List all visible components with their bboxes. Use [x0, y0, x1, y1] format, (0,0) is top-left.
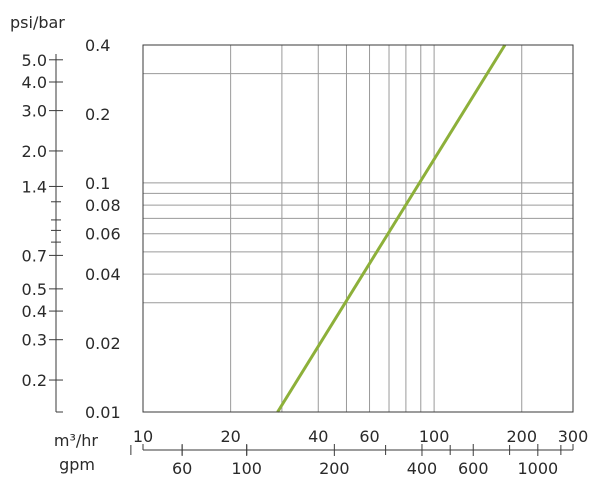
- grid-layer: [143, 45, 573, 412]
- axes-layer: [49, 44, 574, 456]
- x-tick-label-m3hr-300: 300: [558, 427, 589, 446]
- y-tick-label-psi-5: 5.0: [22, 51, 47, 70]
- x-tick-label-m3hr-40: 40: [308, 427, 328, 446]
- plot-frame: [142, 44, 574, 413]
- x-tick-label-m3hr-60: 60: [359, 427, 379, 446]
- x-tick-label-m3hr-100: 100: [419, 427, 450, 446]
- y-tick-label-psi-2: 2.0: [22, 142, 47, 161]
- y-tick-label-bar-0.01: 0.01: [85, 403, 121, 422]
- x-tick-label-gpm-200: 200: [319, 459, 350, 478]
- y-tick-label-bar-0.08: 0.08: [85, 196, 121, 215]
- y-tick-label-psi-0.7: 0.7: [22, 246, 47, 265]
- x-tick-label-gpm-100: 100: [231, 459, 262, 478]
- series-line-0: [276, 44, 507, 413]
- labels-layer: psi/bar m³/hr gpm 0.01 0.02 0.04 0.06 0.08 0.…: [10, 13, 588, 478]
- x-tick-label-gpm-1000: 1000: [517, 459, 558, 478]
- y-tick-label-psi-0.4: 0.4: [22, 302, 47, 321]
- x-tick-label-gpm-400: 400: [407, 459, 438, 478]
- x-tick-label-m3hr-10: 10: [133, 427, 153, 446]
- y-tick-label-psi-4: 4.0: [22, 73, 47, 92]
- y-tick-label-psi-0.2: 0.2: [22, 371, 47, 390]
- y-tick-label-bar-0.2: 0.2: [85, 105, 110, 124]
- y-tick-label-bar-0.4: 0.4: [85, 36, 110, 55]
- x-unit-m3hr: m³/hr: [54, 431, 99, 450]
- x-tick-label-m3hr-20: 20: [220, 427, 240, 446]
- series-layer: [276, 44, 507, 413]
- y-tick-label-bar-0.06: 0.06: [85, 225, 121, 244]
- y-unit-psi-bar: psi/bar: [10, 13, 65, 32]
- x-tick-label-gpm-600: 600: [458, 459, 489, 478]
- y-tick-label-psi-0.3: 0.3: [22, 331, 47, 350]
- y-tick-label-bar-0.02: 0.02: [85, 334, 121, 353]
- y-tick-label-psi-1.4: 1.4: [22, 177, 47, 196]
- y-tick-label-psi-3: 3.0: [22, 102, 47, 121]
- y-tick-label-bar-0.04: 0.04: [85, 265, 121, 284]
- x-tick-label-m3hr-200: 200: [506, 427, 537, 446]
- y-tick-label-bar-0.1: 0.1: [85, 174, 110, 193]
- x-unit-gpm: gpm: [59, 455, 95, 474]
- y-tick-label-psi-0.5: 0.5: [22, 280, 47, 299]
- x-tick-label-gpm-60: 60: [172, 459, 192, 478]
